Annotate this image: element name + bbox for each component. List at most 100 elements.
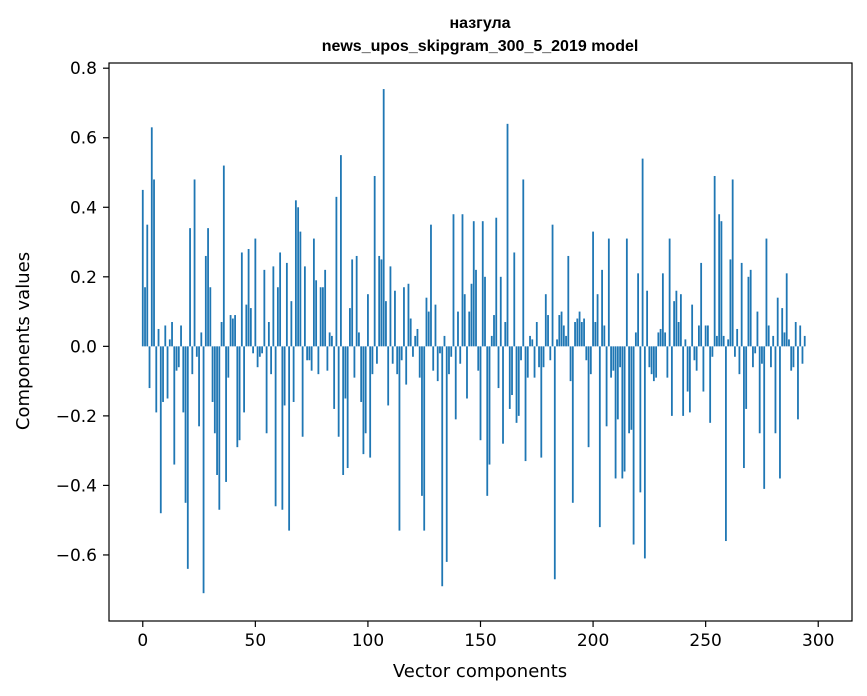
bar-254	[713, 175, 716, 347]
bar-134	[443, 335, 446, 347]
bar-233	[666, 346, 669, 378]
bar-64	[285, 262, 288, 347]
bar-106	[380, 259, 383, 347]
bar-45	[243, 346, 245, 413]
bar-167	[517, 346, 520, 416]
bar-19	[184, 346, 187, 503]
bar-250	[704, 325, 707, 347]
bar-131	[436, 346, 439, 382]
bar-144	[466, 346, 468, 399]
bar-83	[328, 332, 331, 347]
bar-59	[274, 346, 277, 507]
bar-3	[148, 346, 151, 389]
bar-236	[673, 301, 676, 347]
y-tick-label: −0.6	[56, 546, 97, 566]
bar-170	[524, 346, 527, 462]
bar-18	[182, 346, 185, 413]
bar-195	[580, 322, 583, 347]
y-tick-label: 0.0	[70, 337, 97, 357]
bar-93	[351, 259, 354, 347]
bar-150	[479, 346, 482, 441]
bar-182	[551, 224, 554, 347]
bar-109	[387, 346, 390, 406]
bar-240	[682, 346, 685, 416]
bar-87	[337, 346, 340, 437]
bar-229	[657, 332, 660, 347]
bar-105	[378, 255, 381, 347]
bar-23	[193, 179, 196, 347]
bar-54	[263, 269, 266, 347]
bar-32	[213, 346, 216, 434]
bar-234	[668, 238, 671, 347]
bar-214	[623, 346, 626, 472]
bar-246	[695, 346, 698, 371]
bar-275	[761, 346, 763, 364]
bar-41	[234, 315, 236, 347]
bar-149	[477, 346, 480, 371]
bar-194	[578, 311, 581, 347]
bar-38	[227, 346, 230, 378]
bar-24	[195, 346, 198, 357]
bar-241	[684, 339, 687, 347]
bar-47	[247, 249, 250, 347]
bar-28	[204, 255, 207, 347]
bar-215	[625, 238, 628, 347]
x-tick-label: 150	[464, 631, 496, 651]
x-tick-label: 0	[137, 631, 148, 651]
bars-layer	[141, 89, 806, 594]
bar-133	[441, 346, 444, 587]
bar-90	[344, 346, 347, 399]
bar-226	[650, 346, 653, 375]
bar-124	[421, 346, 423, 496]
bar-6	[155, 346, 158, 413]
bar-143	[463, 294, 466, 347]
bar-202	[596, 294, 599, 347]
bar-99	[364, 346, 367, 434]
bar-153	[486, 346, 489, 496]
bar-15	[175, 346, 178, 371]
bar-265	[738, 346, 741, 375]
bar-291	[797, 346, 799, 420]
bar-121	[414, 335, 417, 347]
bar-84	[330, 335, 333, 347]
bar-62	[281, 346, 284, 510]
bar-293	[801, 346, 804, 364]
bar-289	[792, 346, 795, 368]
bar-21	[189, 228, 191, 347]
bar-16	[177, 346, 180, 368]
bar-211	[616, 346, 619, 420]
bar-98	[362, 346, 365, 455]
bar-5	[153, 179, 155, 347]
bar-74	[308, 346, 311, 361]
bar-230	[659, 328, 662, 347]
bar-120	[412, 346, 414, 357]
bar-142	[461, 214, 464, 347]
bar-177	[540, 346, 543, 458]
bar-42	[236, 346, 239, 448]
bar-101	[369, 346, 372, 458]
bar-66	[290, 301, 293, 347]
bar-136	[448, 346, 450, 375]
bar-65	[288, 346, 291, 531]
bar-235	[670, 346, 673, 416]
bar-210	[614, 346, 617, 479]
bar-283	[779, 346, 781, 479]
bar-237	[675, 290, 678, 347]
bar-156	[493, 315, 495, 347]
bar-169	[522, 179, 525, 347]
bar-273	[756, 311, 759, 347]
bar-294	[803, 335, 806, 347]
bar-70	[299, 231, 302, 347]
bar-223	[643, 346, 646, 559]
bar-108	[385, 301, 387, 347]
bar-39	[229, 315, 232, 347]
bar-122	[416, 328, 419, 347]
bar-209	[612, 346, 615, 371]
bar-44	[240, 252, 243, 347]
bar-175	[535, 322, 538, 347]
bar-118	[407, 283, 410, 347]
bar-199	[589, 346, 592, 375]
bar-206	[605, 346, 608, 427]
bar-17	[180, 325, 182, 347]
bar-26	[200, 332, 203, 347]
